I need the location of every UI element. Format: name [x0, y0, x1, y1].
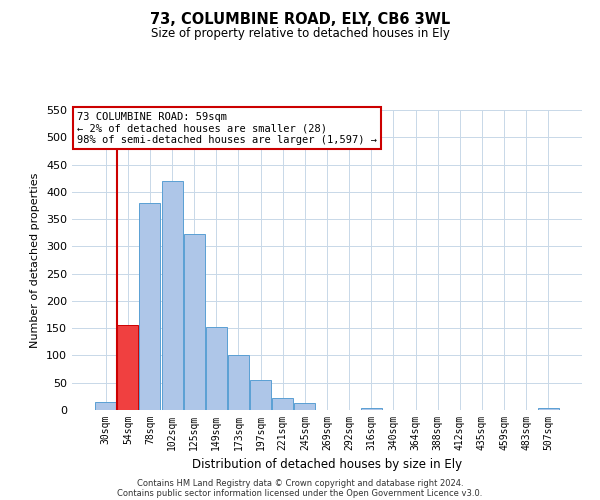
X-axis label: Distribution of detached houses by size in Ely: Distribution of detached houses by size … — [192, 458, 462, 471]
Y-axis label: Number of detached properties: Number of detached properties — [31, 172, 40, 348]
Bar — [228, 356, 249, 410]
Bar — [206, 326, 227, 410]
Bar — [250, 380, 271, 410]
Text: Contains HM Land Registry data © Crown copyright and database right 2024.: Contains HM Land Registry data © Crown c… — [137, 478, 463, 488]
Bar — [361, 408, 382, 410]
Bar — [118, 326, 139, 410]
Bar — [161, 181, 182, 410]
Bar — [95, 402, 116, 410]
Text: 73 COLUMBINE ROAD: 59sqm
← 2% of detached houses are smaller (28)
98% of semi-de: 73 COLUMBINE ROAD: 59sqm ← 2% of detache… — [77, 112, 377, 144]
Bar — [139, 202, 160, 410]
Bar — [538, 408, 559, 410]
Text: 73, COLUMBINE ROAD, ELY, CB6 3WL: 73, COLUMBINE ROAD, ELY, CB6 3WL — [150, 12, 450, 28]
Bar — [184, 234, 205, 410]
Text: Contains public sector information licensed under the Open Government Licence v3: Contains public sector information licen… — [118, 488, 482, 498]
Text: Size of property relative to detached houses in Ely: Size of property relative to detached ho… — [151, 28, 449, 40]
Bar — [295, 404, 316, 410]
Bar — [272, 398, 293, 410]
